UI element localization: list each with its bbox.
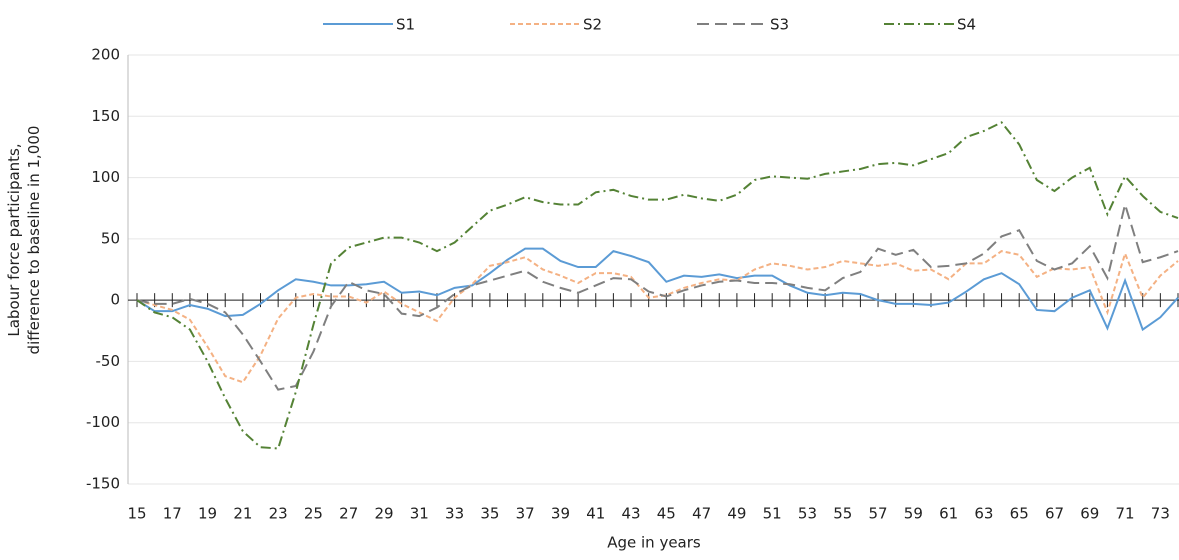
x-tick-label: 53 xyxy=(798,505,817,523)
x-tick-label: 15 xyxy=(127,505,146,523)
y-tick-label: 200 xyxy=(91,46,120,64)
x-tick-label: 55 xyxy=(833,505,852,523)
x-tick-label: 19 xyxy=(198,505,217,523)
y-tick-label: 0 xyxy=(110,291,120,309)
x-tick-label: 71 xyxy=(1116,505,1135,523)
x-tick-label: 39 xyxy=(551,505,570,523)
x-tick-label: 43 xyxy=(621,505,640,523)
y-axis-title: Labour force participants, difference to … xyxy=(5,126,43,355)
legend-label: S1 xyxy=(396,16,415,34)
x-tick-label: 57 xyxy=(869,505,888,523)
x-axis-title: Age in years xyxy=(607,534,701,552)
x-tick-label: 45 xyxy=(657,505,676,523)
x-tick-label: 17 xyxy=(163,505,182,523)
x-tick-label: 61 xyxy=(939,505,958,523)
x-tick-label: 51 xyxy=(763,505,782,523)
y-tick-label: -150 xyxy=(86,475,120,493)
x-tick-label: 73 xyxy=(1151,505,1170,523)
series-line xyxy=(136,200,1179,391)
x-tick-label: 59 xyxy=(904,505,923,523)
y-tick-label: 100 xyxy=(91,168,120,186)
x-tick-label: 69 xyxy=(1080,505,1099,523)
x-tick-label: 65 xyxy=(1010,505,1029,523)
x-tick-label: 33 xyxy=(445,505,464,523)
x-tick-label: 47 xyxy=(692,505,711,523)
x-tick-label: 29 xyxy=(374,505,393,523)
x-tick-label: 21 xyxy=(233,505,252,523)
x-tick-label: 25 xyxy=(304,505,323,523)
x-tick-label: 23 xyxy=(269,505,288,523)
x-tick-label: 41 xyxy=(586,505,605,523)
y-tick-label: -100 xyxy=(86,413,120,431)
x-tick-label: 35 xyxy=(480,505,499,523)
x-tick-label: 67 xyxy=(1045,505,1064,523)
legend-label: S4 xyxy=(957,16,976,34)
x-tick-label: 27 xyxy=(339,505,358,523)
legend-label: S3 xyxy=(770,16,789,34)
series-line xyxy=(136,247,1179,332)
x-tick-label: 31 xyxy=(410,505,429,523)
x-tick-label: 37 xyxy=(516,505,535,523)
x-tick-label: 63 xyxy=(974,505,993,523)
y-tick-label: 150 xyxy=(91,107,120,125)
series-line xyxy=(136,250,1179,384)
y-tick-label: -50 xyxy=(96,352,121,370)
legend-label: S2 xyxy=(583,16,602,34)
y-tick-label: 50 xyxy=(101,229,120,247)
series-line xyxy=(136,121,1179,450)
x-tick-label: 49 xyxy=(727,505,746,523)
